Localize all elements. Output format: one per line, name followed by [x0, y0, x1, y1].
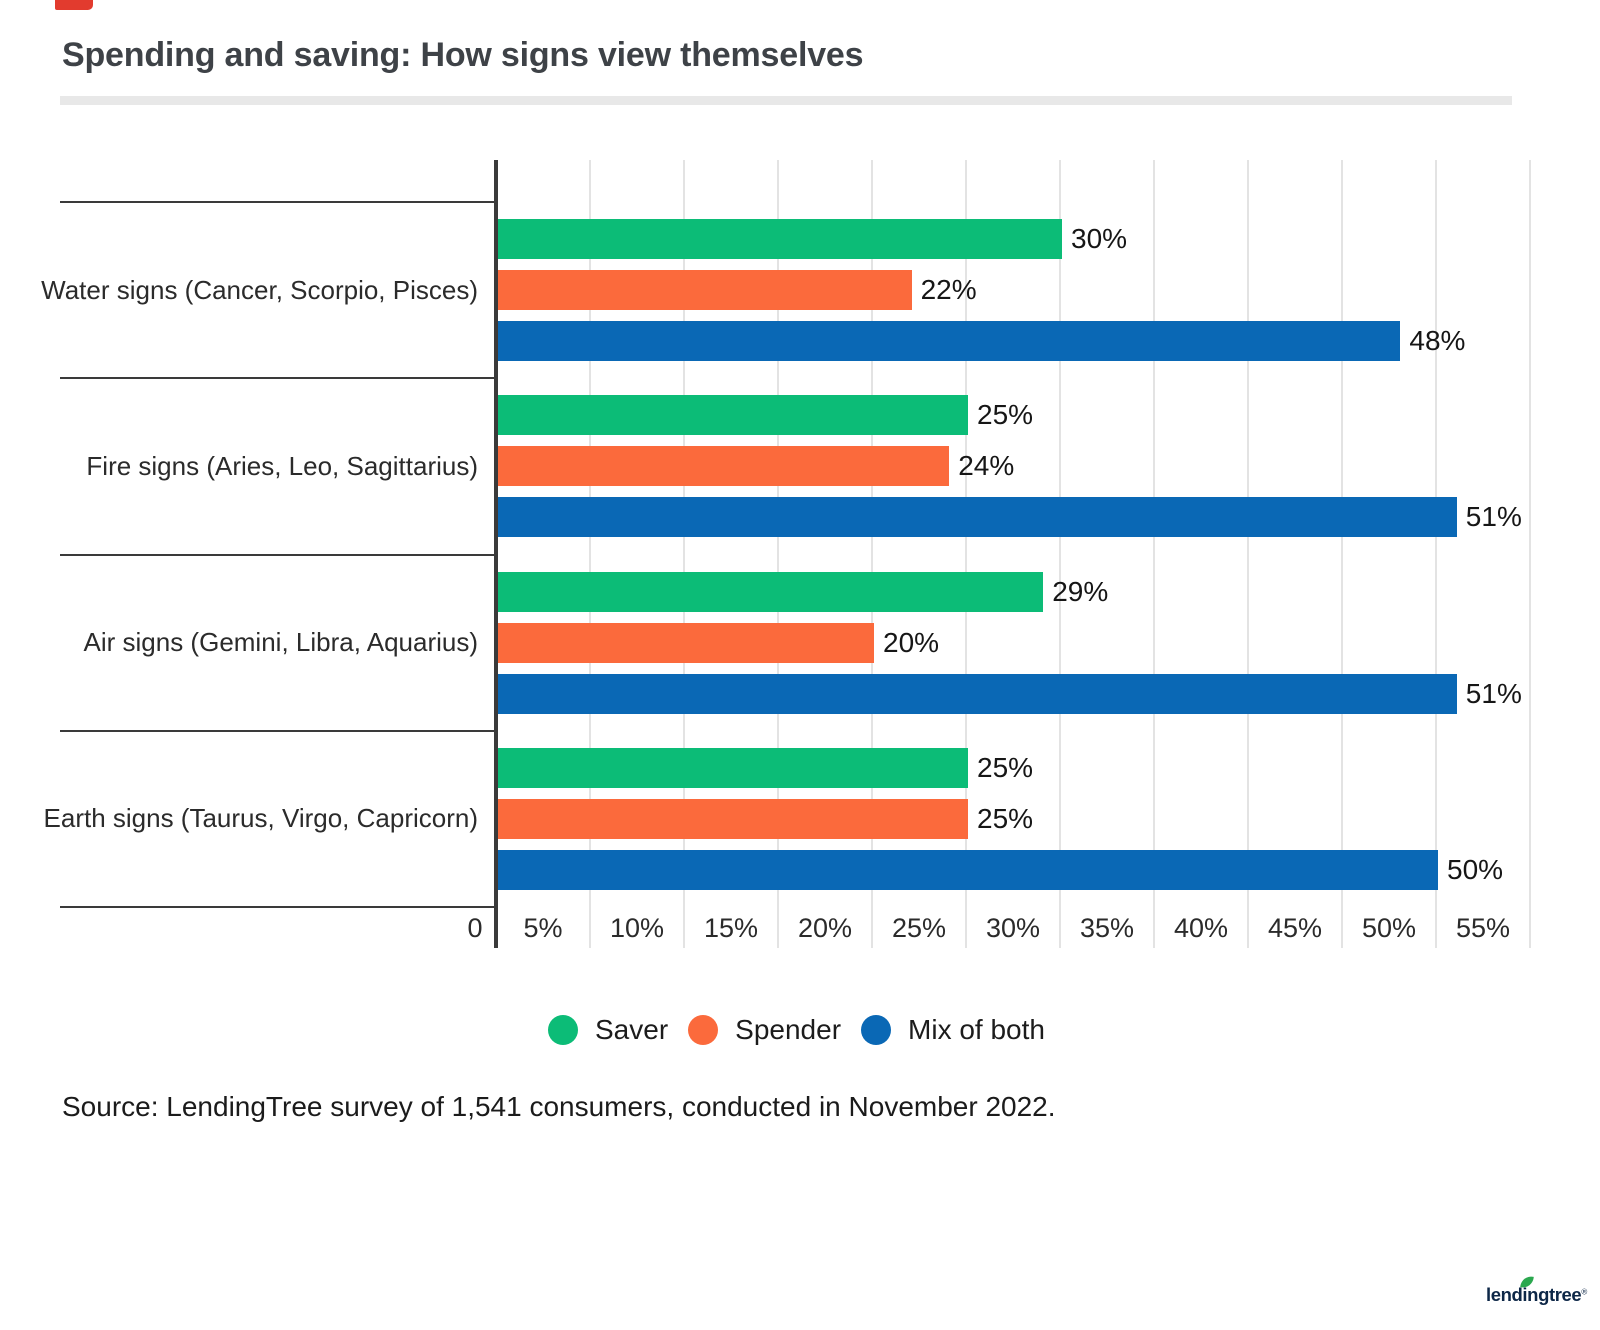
bar-spender [498, 270, 912, 310]
legend-label: Mix of both [908, 1014, 1045, 1045]
x-tick-label: 50% [1361, 913, 1417, 943]
bar-value-label: 30% [1071, 223, 1128, 254]
bar-value-label: 25% [977, 399, 1034, 431]
legend-item: Spender [688, 1014, 841, 1046]
gridline [777, 160, 779, 948]
legend-label: Spender [735, 1014, 842, 1045]
legend-item: Saver [548, 1014, 668, 1046]
bar-value-label: 29% [1052, 575, 1109, 607]
bar-mix-of-both [498, 849, 1438, 890]
bar-value-label: 51% [1465, 677, 1522, 709]
bar-mix-of-both [498, 321, 1401, 361]
legend-swatch-mix-of-both [861, 1015, 892, 1045]
bar-value-label: 25% [977, 751, 1034, 783]
x-tick-label: 25% [891, 913, 947, 943]
gridline [1247, 160, 1249, 948]
x-tick-label: 40% [1173, 913, 1229, 943]
row-separator [60, 553, 496, 556]
source-note: Source: LendingTree survey of 1,541 cons… [62, 1091, 1056, 1122]
legend-label: Saver [595, 1014, 669, 1045]
bar-spender [498, 798, 968, 839]
row-separator [60, 377, 496, 380]
x-tick-label: 55% [1455, 913, 1511, 943]
bar-saver [498, 747, 968, 788]
legend-swatch-spender [688, 1015, 719, 1045]
chart-title: Spending and saving: How signs view them… [62, 36, 864, 74]
chart: Water signs (Cancer, Scorpio, Pisces) 30%… [41, 155, 1560, 950]
row-separator [60, 729, 496, 732]
lendingtree-logo: lendingtree® [1486, 1275, 1588, 1306]
bar-value-label: 25% [977, 802, 1034, 834]
bar-value-label: 20% [883, 626, 940, 658]
x-tick-label: 45% [1267, 913, 1323, 943]
bar-value-label: 48% [1409, 325, 1466, 356]
bar-saver [498, 395, 968, 436]
gridline [1153, 160, 1155, 948]
gridline [1529, 160, 1531, 948]
x-tick-label: 15% [703, 913, 759, 943]
category-label: Air signs (Gemini, Libra, Aquarius) [83, 627, 478, 658]
gridline [683, 160, 685, 948]
gridline [1341, 160, 1343, 948]
x-tick-label: 30% [985, 913, 1041, 943]
gridline [965, 160, 967, 948]
gridline [589, 160, 591, 948]
lendingtree-logo-text: lendingtree [1486, 1284, 1582, 1305]
bar-spender [498, 622, 874, 663]
x-tick-label: 0 [467, 913, 483, 943]
cropped-red-artifact [55, 0, 93, 10]
bar-value-label: 24% [958, 450, 1015, 482]
x-tick-label: 35% [1079, 913, 1135, 943]
category-label: Earth signs (Taurus, Virgo, Capricorn) [43, 803, 478, 834]
bar-value-label: 50% [1447, 853, 1504, 885]
x-tick-label: 5% [523, 913, 563, 943]
y-axis-line [494, 160, 498, 948]
x-tick-label: 20% [797, 913, 853, 943]
row-separator [60, 906, 496, 908]
category-label: Fire signs (Aries, Leo, Sagittarius) [86, 450, 478, 481]
row-separator [60, 201, 496, 203]
x-tick-label: 10% [609, 913, 665, 943]
legend: Saver Spender Mix of both [548, 1014, 1045, 1046]
title-divider [60, 96, 1512, 105]
bar-mix-of-both [498, 673, 1457, 714]
legend-swatch-saver [548, 1015, 578, 1045]
gridline [1059, 160, 1061, 948]
bar-value-label: 22% [920, 274, 977, 305]
category-label: Water signs (Cancer, Scorpio, Pisces) [41, 274, 478, 305]
bar-saver [498, 571, 1044, 612]
bar-value-label: 51% [1465, 501, 1522, 533]
registered-trademark-symbol: ® [1581, 1287, 1588, 1297]
bar-saver [498, 219, 1062, 259]
gridline [871, 160, 873, 948]
bar-spender [498, 446, 950, 487]
legend-item: Mix of both [861, 1014, 1045, 1046]
bar-mix-of-both [498, 497, 1457, 538]
gridline [1435, 160, 1437, 948]
